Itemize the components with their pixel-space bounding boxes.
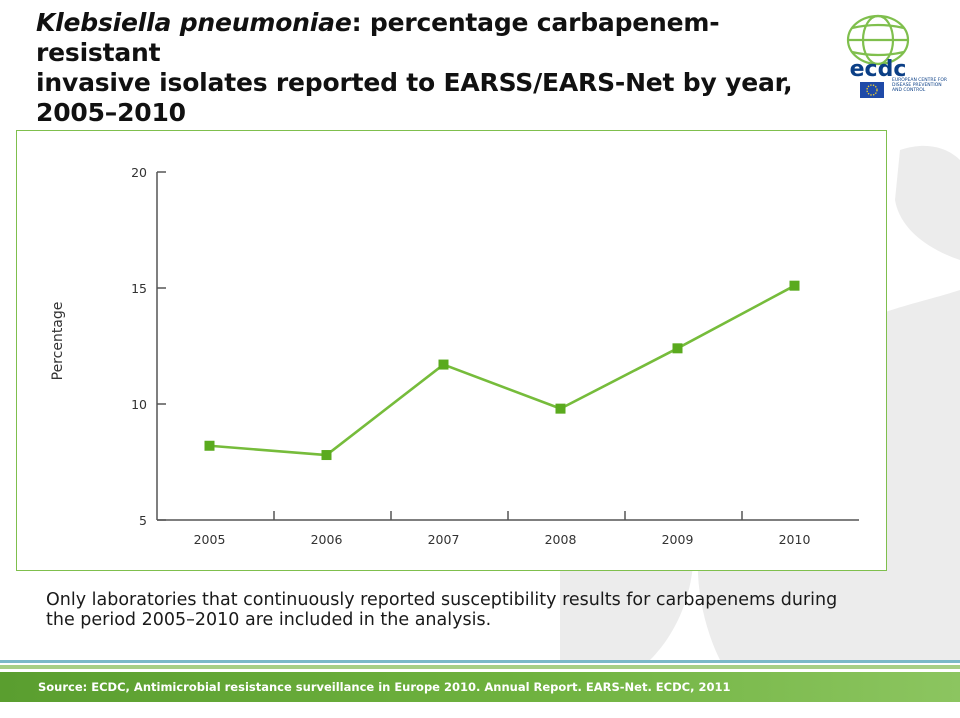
data-point: [438, 359, 449, 370]
x-tick-label: 2009: [662, 532, 694, 547]
y-axis-ticks: 20 15 10 5: [131, 165, 166, 528]
data-point: [555, 403, 566, 414]
footer-stripes: [0, 660, 960, 669]
y-tick-label: 20: [131, 165, 147, 180]
chart-series: [204, 280, 800, 461]
x-tick-label: 2008: [545, 532, 577, 547]
data-point: [672, 343, 683, 354]
series-line: [209, 284, 796, 457]
x-axis-ticks: 2005 2006 2007 2008 2009 2010: [194, 511, 811, 547]
y-tick-label: 15: [131, 281, 147, 296]
globe-icon: [846, 14, 910, 66]
logo-subtitle: European Centre for Disease Prevention a…: [892, 78, 947, 93]
x-tick-label: 2006: [311, 532, 343, 547]
title-species: Klebsiella pneumoniae: [36, 8, 352, 37]
source-citation: Source: ECDC, Antimicrobial resistance s…: [38, 680, 731, 694]
x-tick-label: 2007: [428, 532, 460, 547]
logo-wordmark: ecdc: [850, 57, 907, 82]
y-axis-title: Percentage: [50, 302, 66, 381]
y-tick-label: 5: [139, 513, 147, 528]
slide-title: Klebsiella pneumoniae: percentage carbap…: [36, 8, 816, 128]
analysis-note: Only laboratories that continuously repo…: [46, 590, 838, 630]
source-bar: Source: ECDC, Antimicrobial resistance s…: [0, 672, 960, 702]
x-tick-label: 2005: [194, 532, 226, 547]
chart-axes: [156, 172, 859, 521]
data-point: [789, 280, 800, 291]
title-line2: invasive isolates reported to EARSS/EARS…: [36, 68, 793, 97]
title-line3: 2005–2010: [36, 98, 186, 127]
data-point: [204, 440, 215, 451]
data-point: [321, 450, 332, 461]
line-chart: 20 15 10 5 2005 2006 2007 2008 2009 2010 Percent…: [50, 165, 859, 547]
eu-flag-icon: [860, 82, 884, 98]
chart-panel: 20 15 10 5 2005 2006 2007 2008 2009 2010 Percent…: [16, 130, 887, 571]
x-tick-label: 2010: [779, 532, 811, 547]
title-line1-rest: : percentage carbapenem-resistant: [36, 8, 720, 67]
y-tick-label: 10: [131, 397, 147, 412]
ecdc-logo: ecdc: [846, 14, 910, 98]
